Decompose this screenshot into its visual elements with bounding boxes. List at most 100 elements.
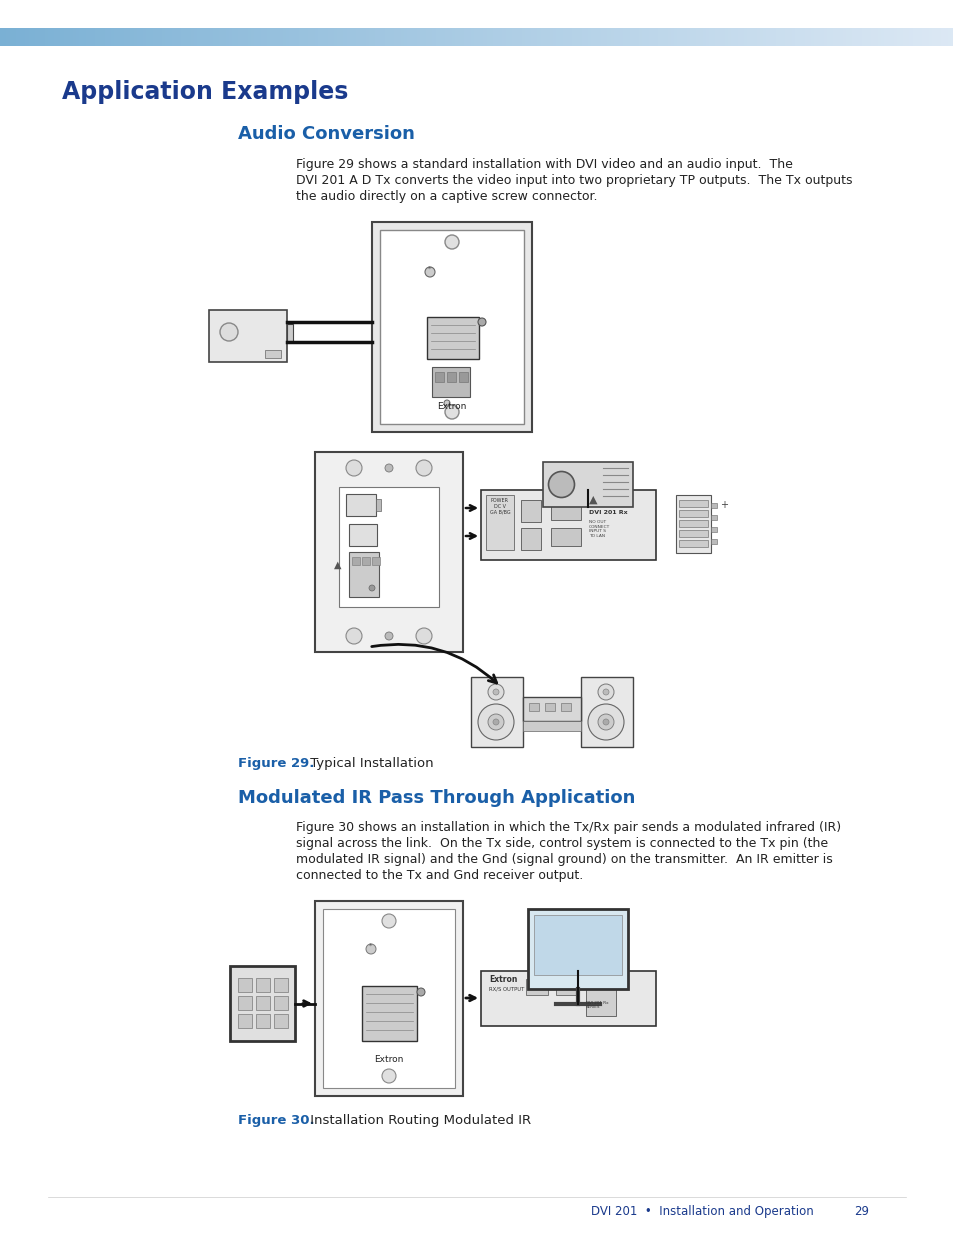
Bar [943, 28, 946, 46]
Bar [572, 28, 575, 46]
Bar [613, 28, 617, 46]
Bar [651, 28, 655, 46]
Bar [874, 28, 877, 46]
Circle shape [493, 689, 498, 695]
Bar [915, 28, 918, 46]
Bar [314, 452, 462, 652]
Circle shape [602, 689, 608, 695]
Bar [336, 28, 340, 46]
Bar [369, 28, 372, 46]
Bar [260, 28, 264, 46]
Bar [584, 28, 588, 46]
Bar [578, 28, 581, 46]
Bar [556, 28, 559, 46]
Bar [29, 28, 31, 46]
Bar [861, 28, 864, 46]
Bar [237, 995, 252, 1010]
Bar [543, 28, 546, 46]
Bar [674, 28, 677, 46]
Bar [851, 28, 855, 46]
Bar [740, 28, 743, 46]
Bar [143, 28, 146, 46]
Bar [645, 28, 648, 46]
Bar [38, 28, 41, 46]
Circle shape [598, 684, 614, 700]
Text: POWER
DC V
GA B/BG: POWER DC V GA B/BG [489, 498, 510, 515]
Bar [679, 500, 707, 508]
Bar [372, 222, 532, 432]
Bar [353, 28, 355, 46]
Bar [331, 28, 334, 46]
Bar [334, 28, 336, 46]
Bar [207, 28, 210, 46]
Bar [551, 529, 580, 546]
Bar [432, 28, 436, 46]
Bar [641, 28, 645, 46]
Bar [210, 28, 213, 46]
Bar [560, 703, 571, 711]
Text: ▲: ▲ [334, 559, 341, 571]
Bar [232, 28, 235, 46]
Bar [381, 28, 384, 46]
Bar [581, 28, 584, 46]
Bar [600, 28, 603, 46]
Bar [689, 28, 693, 46]
Bar [375, 28, 378, 46]
Circle shape [488, 684, 503, 700]
Bar [229, 28, 232, 46]
Bar [924, 28, 927, 46]
Bar [350, 28, 353, 46]
Bar [480, 490, 656, 559]
Bar [520, 500, 540, 522]
Bar [324, 28, 327, 46]
Bar [397, 28, 400, 46]
Bar [896, 28, 899, 46]
Circle shape [493, 719, 498, 725]
Bar [346, 494, 375, 516]
Bar [416, 28, 419, 46]
Bar [105, 28, 108, 46]
Bar [255, 1014, 270, 1028]
Bar [551, 501, 580, 520]
Bar [140, 28, 143, 46]
Bar [305, 28, 308, 46]
Bar [712, 28, 715, 46]
Bar [905, 28, 908, 46]
Bar [710, 503, 717, 508]
Bar [679, 530, 707, 537]
Bar [181, 28, 184, 46]
Bar [283, 28, 286, 46]
Bar [679, 28, 683, 46]
Text: NO OUT
CONNECT
INPUT S
TO LAN: NO OUT CONNECT INPUT S TO LAN [588, 520, 610, 537]
Bar [629, 28, 632, 46]
Bar [445, 28, 448, 46]
Bar [248, 28, 251, 46]
Bar [64, 28, 67, 46]
Bar [941, 28, 943, 46]
Bar [359, 28, 362, 46]
Bar [832, 28, 836, 46]
Bar [400, 28, 403, 46]
Bar [676, 495, 710, 553]
Bar [746, 28, 750, 46]
Bar [150, 28, 152, 46]
Bar [237, 978, 252, 992]
Bar [293, 28, 295, 46]
Circle shape [416, 988, 424, 995]
Bar [743, 28, 746, 46]
Bar [361, 986, 416, 1041]
Bar [216, 28, 219, 46]
Bar [710, 515, 717, 520]
Bar [146, 28, 150, 46]
Bar [841, 28, 845, 46]
Bar [534, 915, 622, 974]
Bar [19, 28, 22, 46]
Bar [471, 677, 522, 747]
Circle shape [548, 472, 574, 498]
Text: modulated IR signal) and the Gnd (signal ground) on the transmitter.  An IR emit: modulated IR signal) and the Gnd (signal… [295, 853, 832, 866]
Circle shape [598, 714, 614, 730]
Bar [784, 28, 788, 46]
Bar [820, 28, 822, 46]
Text: Figure 29 shows a standard installation with DVI video and an audio input.  The: Figure 29 shows a standard installation … [295, 158, 792, 170]
Bar [112, 28, 114, 46]
